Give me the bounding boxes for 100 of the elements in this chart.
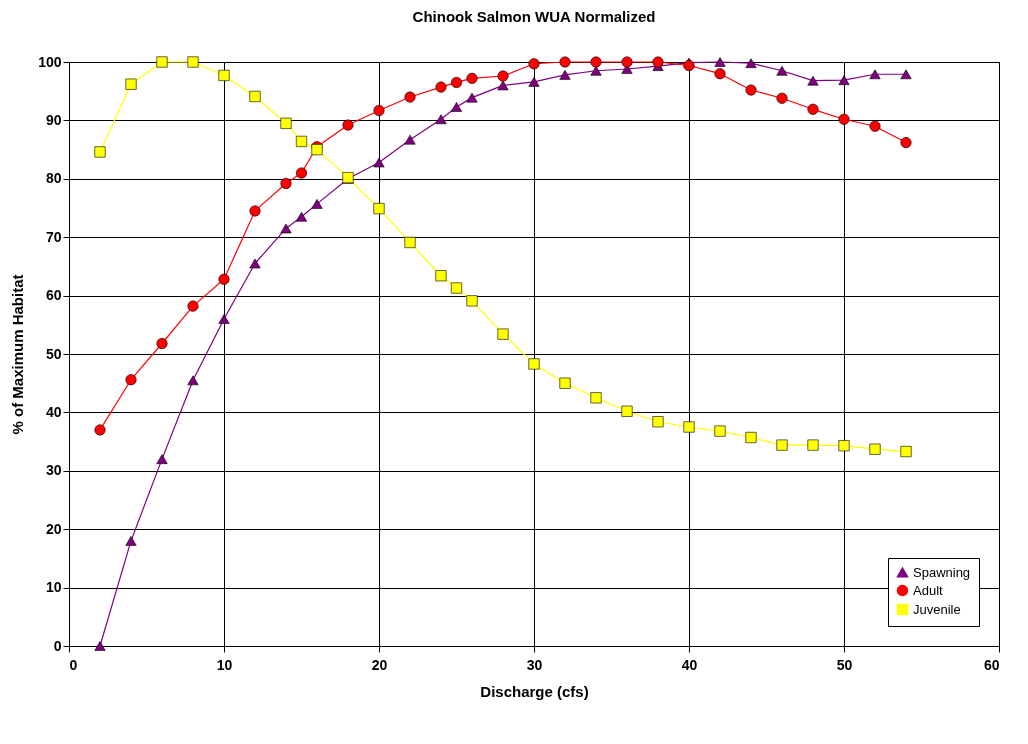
point bbox=[342, 119, 354, 131]
point bbox=[404, 134, 416, 145]
point bbox=[838, 113, 850, 125]
point bbox=[466, 295, 478, 307]
point bbox=[280, 223, 292, 234]
point bbox=[497, 70, 509, 82]
point bbox=[528, 77, 540, 87]
point bbox=[187, 300, 199, 312]
point bbox=[450, 282, 463, 294]
y-tick-label: 60 bbox=[45, 287, 62, 304]
point bbox=[280, 177, 292, 190]
point bbox=[869, 443, 881, 455]
point bbox=[714, 425, 726, 437]
point bbox=[125, 78, 137, 90]
chart-title: Chinook Salmon WUA Normalized bbox=[412, 8, 656, 25]
point bbox=[745, 58, 757, 69]
y-tick-label: 30 bbox=[45, 462, 62, 479]
point bbox=[838, 75, 850, 85]
point bbox=[559, 56, 571, 68]
y-tick-label: 40 bbox=[45, 403, 62, 420]
point bbox=[497, 80, 509, 91]
point bbox=[497, 328, 509, 340]
point bbox=[280, 117, 292, 129]
point bbox=[621, 405, 633, 417]
point bbox=[900, 137, 912, 149]
x-tick-label: 50 bbox=[836, 656, 853, 673]
point bbox=[218, 314, 230, 324]
point bbox=[373, 203, 385, 215]
point bbox=[807, 75, 819, 86]
point bbox=[156, 454, 168, 464]
x-tick-label: 0 bbox=[69, 656, 78, 673]
point bbox=[466, 92, 478, 103]
point bbox=[559, 70, 571, 80]
y-tick-label: 0 bbox=[53, 637, 62, 654]
point bbox=[528, 358, 540, 370]
point bbox=[249, 205, 261, 217]
point bbox=[295, 135, 308, 147]
point bbox=[404, 91, 416, 103]
point bbox=[94, 146, 106, 158]
point bbox=[745, 84, 757, 96]
point bbox=[714, 68, 726, 80]
legend-label: Spawning bbox=[913, 564, 971, 580]
x-tick-label: 10 bbox=[216, 656, 233, 673]
point bbox=[156, 56, 168, 68]
point bbox=[373, 104, 385, 117]
point bbox=[528, 58, 540, 70]
point bbox=[295, 211, 308, 222]
point bbox=[776, 439, 788, 451]
point bbox=[94, 424, 106, 436]
point bbox=[590, 392, 602, 404]
y-tick-label: 100 bbox=[38, 53, 62, 70]
point bbox=[125, 536, 137, 546]
point bbox=[404, 236, 416, 248]
point bbox=[466, 72, 478, 84]
point bbox=[838, 440, 850, 452]
point bbox=[125, 374, 137, 386]
point bbox=[714, 57, 726, 67]
legend-label: Juvenile bbox=[913, 601, 961, 617]
y-tick-label: 90 bbox=[45, 111, 62, 128]
point bbox=[249, 90, 261, 102]
point bbox=[590, 56, 602, 68]
point bbox=[652, 416, 664, 428]
point bbox=[807, 439, 819, 451]
y-tick-label: 80 bbox=[45, 170, 62, 187]
point bbox=[435, 270, 447, 282]
point bbox=[450, 76, 463, 88]
point bbox=[869, 120, 881, 132]
point bbox=[776, 92, 788, 104]
point bbox=[218, 69, 230, 81]
point bbox=[900, 69, 912, 80]
point bbox=[187, 375, 199, 386]
point bbox=[373, 157, 385, 168]
y-tick-label: 10 bbox=[45, 579, 62, 596]
point bbox=[869, 69, 881, 80]
x-axis-title: Discharge (cfs) bbox=[480, 682, 589, 700]
x-tick-label: 30 bbox=[526, 656, 543, 673]
x-tick-label: 20 bbox=[371, 656, 388, 673]
point bbox=[218, 273, 230, 285]
point bbox=[559, 377, 571, 389]
point bbox=[683, 421, 695, 433]
point bbox=[94, 641, 106, 651]
point bbox=[156, 337, 168, 350]
point bbox=[295, 167, 308, 179]
point bbox=[435, 114, 447, 125]
point bbox=[745, 431, 757, 444]
point bbox=[807, 103, 819, 115]
point bbox=[249, 258, 261, 269]
x-tick-label: 40 bbox=[681, 656, 698, 673]
point bbox=[187, 56, 199, 68]
y-axis-title: % of Maximum Habitat bbox=[9, 274, 27, 435]
point bbox=[652, 56, 664, 68]
point bbox=[900, 445, 912, 458]
point bbox=[776, 65, 788, 76]
point bbox=[435, 81, 447, 93]
point bbox=[683, 59, 695, 72]
y-tick-label: 70 bbox=[45, 228, 62, 245]
point bbox=[621, 56, 633, 68]
x-tick-label: 60 bbox=[983, 656, 1000, 673]
point bbox=[311, 199, 323, 209]
y-tick-label: 20 bbox=[45, 520, 62, 537]
